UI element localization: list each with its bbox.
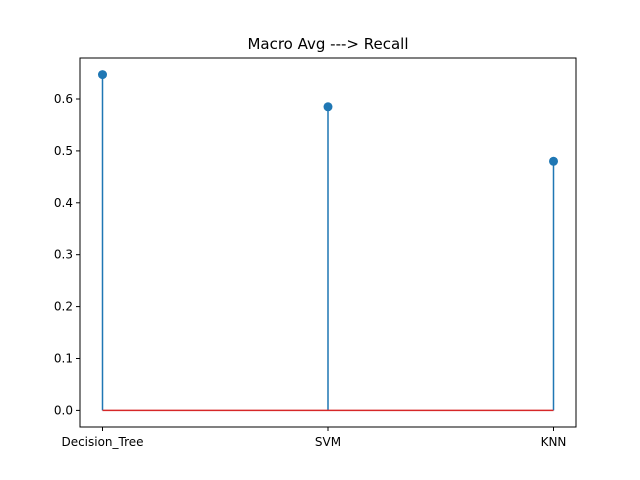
plot-marks <box>98 70 558 412</box>
stem-marker-decision-tree <box>98 70 107 80</box>
stem-marker-knn <box>549 156 558 166</box>
x-axis: Decision_Tree SVM KNN <box>61 427 566 449</box>
y-tick-label: 0.5 <box>54 144 73 158</box>
y-tick-label: 0.0 <box>54 403 73 417</box>
x-tick-label: KNN <box>541 435 567 449</box>
x-tick-label: Decision_Tree <box>61 435 143 449</box>
y-tick-label: 0.1 <box>54 351 73 365</box>
chart-title: Macro Avg ---> Recall <box>247 35 408 53</box>
y-tick-label: 0.4 <box>54 196 73 210</box>
y-tick-label: 0.3 <box>54 248 73 262</box>
stem-marker-svm <box>323 102 333 112</box>
y-axis: 0.0 0.1 0.2 0.3 0.4 0.5 0.6 <box>54 92 80 417</box>
y-tick-label: 0.6 <box>54 92 73 106</box>
x-tick-label: SVM <box>315 435 341 449</box>
y-tick-label: 0.2 <box>54 300 73 314</box>
